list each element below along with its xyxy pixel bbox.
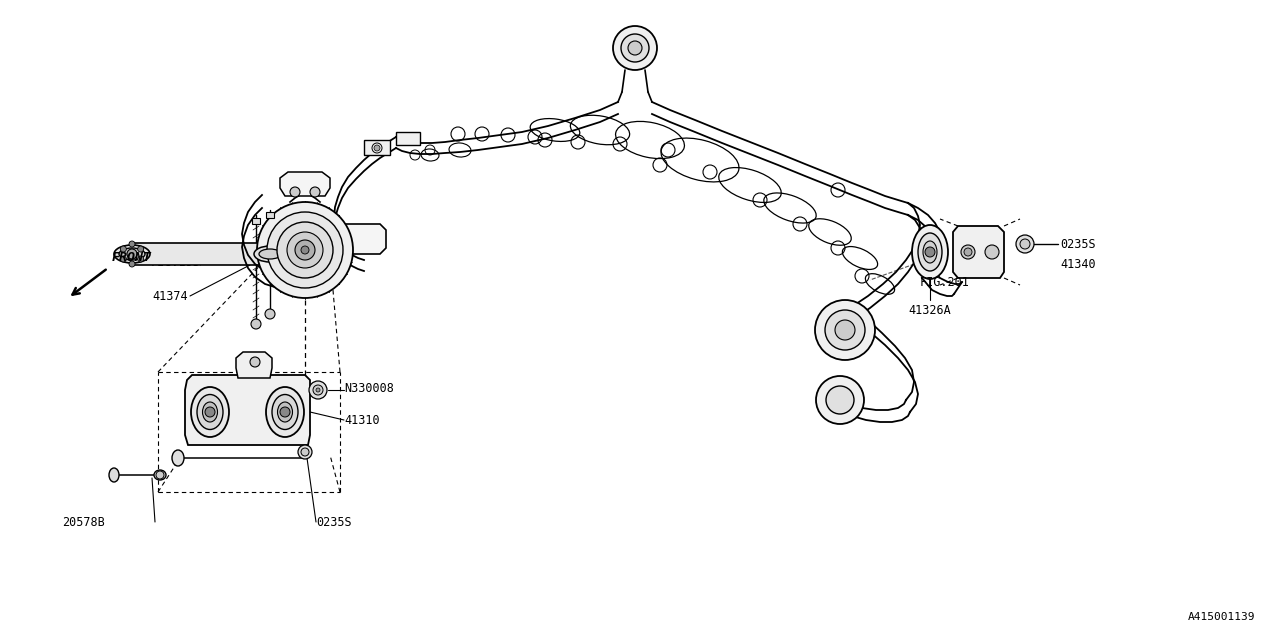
Circle shape [826, 310, 865, 350]
Circle shape [316, 388, 320, 392]
Circle shape [628, 41, 643, 55]
Text: A415001139: A415001139 [1188, 612, 1254, 622]
Ellipse shape [114, 245, 150, 263]
Text: 41310: 41310 [344, 413, 380, 426]
Ellipse shape [911, 225, 948, 279]
Circle shape [156, 471, 164, 479]
Circle shape [1016, 235, 1034, 253]
Text: 41326A: 41326A [909, 303, 951, 317]
Text: 0235S: 0235S [316, 515, 352, 529]
Text: FIG.195: FIG.195 [150, 255, 200, 269]
Circle shape [925, 247, 934, 257]
Circle shape [621, 34, 649, 62]
Bar [252, 218, 260, 224]
Circle shape [308, 381, 326, 399]
Ellipse shape [172, 450, 184, 466]
Circle shape [310, 187, 320, 197]
Polygon shape [186, 375, 310, 445]
Circle shape [298, 445, 312, 459]
Circle shape [314, 385, 323, 395]
Polygon shape [280, 172, 330, 196]
Circle shape [301, 246, 308, 254]
Circle shape [817, 376, 864, 424]
Ellipse shape [109, 468, 119, 482]
Circle shape [120, 256, 127, 262]
Text: 41340: 41340 [1060, 259, 1096, 271]
Bar [266, 212, 274, 218]
Ellipse shape [273, 394, 298, 429]
Circle shape [1020, 239, 1030, 249]
Text: 41374: 41374 [152, 289, 188, 303]
Circle shape [205, 407, 215, 417]
Polygon shape [954, 226, 1004, 278]
Ellipse shape [191, 387, 229, 437]
Circle shape [127, 249, 137, 259]
Circle shape [291, 187, 300, 197]
Circle shape [129, 261, 134, 267]
Ellipse shape [197, 394, 223, 429]
Circle shape [265, 309, 275, 319]
Circle shape [120, 246, 127, 252]
Circle shape [287, 232, 323, 268]
Ellipse shape [278, 402, 293, 422]
Circle shape [964, 248, 972, 256]
Polygon shape [396, 132, 420, 145]
Circle shape [251, 319, 261, 329]
Ellipse shape [259, 249, 282, 259]
Circle shape [129, 241, 134, 247]
Circle shape [374, 145, 380, 151]
Circle shape [138, 256, 143, 262]
Ellipse shape [918, 233, 942, 271]
Ellipse shape [202, 402, 218, 422]
Circle shape [250, 357, 260, 367]
Polygon shape [328, 224, 387, 254]
Ellipse shape [266, 387, 305, 437]
Text: FIG.201: FIG.201 [920, 275, 970, 289]
Polygon shape [236, 352, 273, 378]
Ellipse shape [253, 246, 285, 262]
Circle shape [613, 26, 657, 70]
Circle shape [835, 320, 855, 340]
Polygon shape [364, 140, 390, 155]
Circle shape [826, 386, 854, 414]
Circle shape [276, 222, 333, 278]
Circle shape [815, 300, 876, 360]
Circle shape [961, 245, 975, 259]
Circle shape [257, 202, 353, 298]
Ellipse shape [119, 248, 145, 260]
Text: 20578B: 20578B [61, 515, 105, 529]
Text: 0235S: 0235S [1060, 237, 1096, 250]
Ellipse shape [923, 241, 937, 263]
Circle shape [986, 245, 998, 259]
Circle shape [280, 407, 291, 417]
Text: N330008: N330008 [344, 381, 394, 394]
Circle shape [301, 448, 308, 456]
Bar [131, 243, 270, 265]
Text: FRONT: FRONT [113, 251, 152, 264]
Circle shape [294, 240, 315, 260]
Circle shape [268, 212, 343, 288]
Ellipse shape [154, 470, 166, 480]
Circle shape [138, 246, 143, 252]
